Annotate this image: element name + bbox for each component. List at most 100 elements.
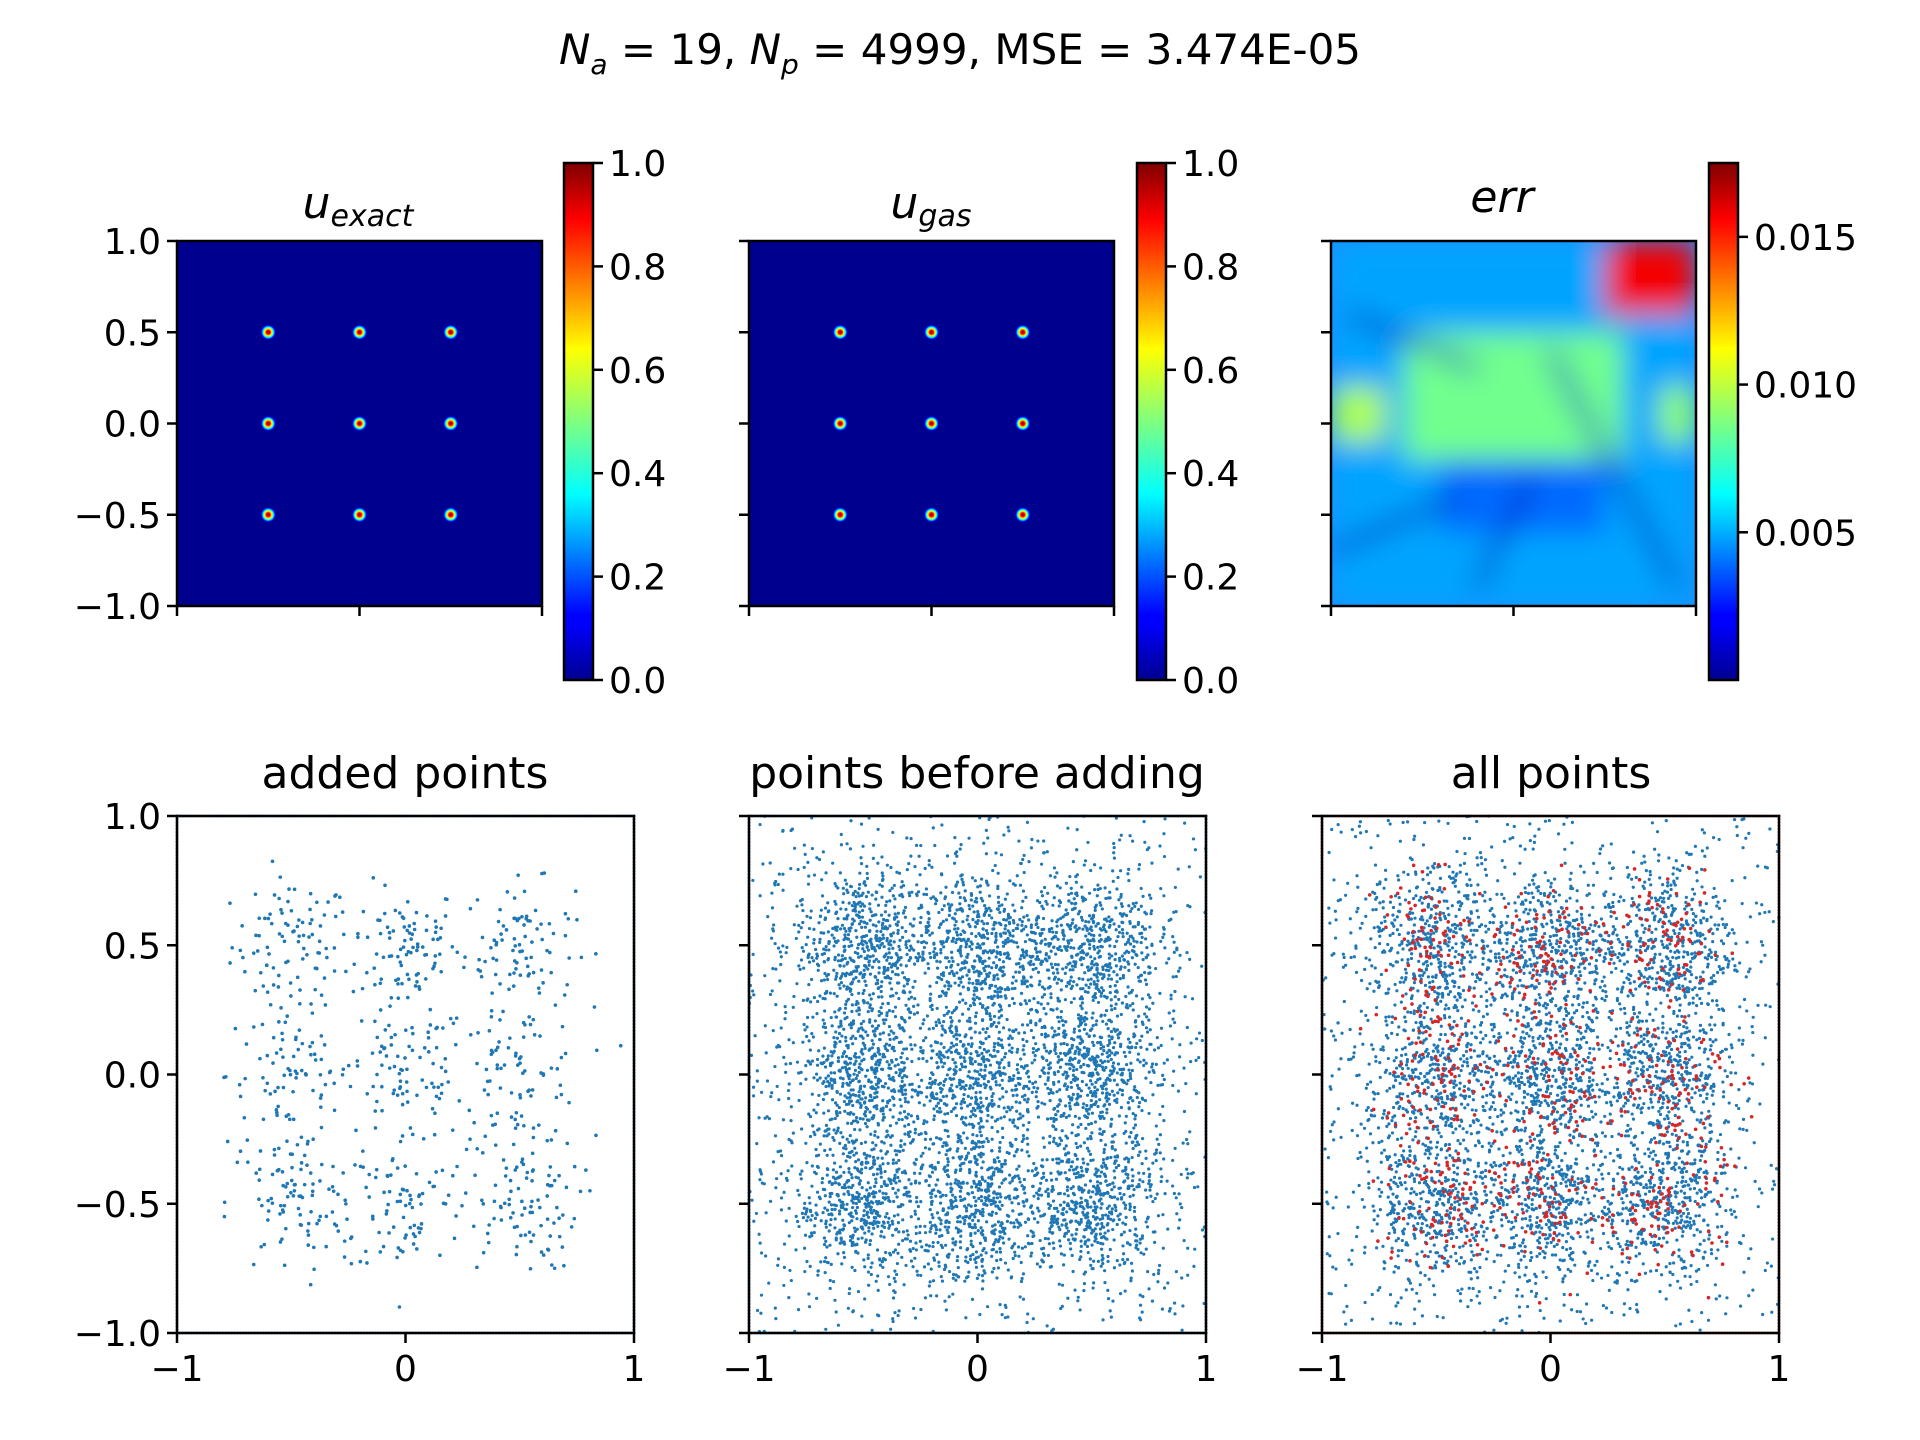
scatter-point	[828, 1286, 832, 1291]
scatter-point	[940, 1033, 944, 1037]
scatter-point	[1072, 1027, 1077, 1031]
scatter-point	[760, 1090, 764, 1094]
scatter-point	[1146, 953, 1150, 957]
scatter-point	[990, 1094, 994, 1099]
scatter-point	[990, 1098, 994, 1103]
scatter-point	[847, 944, 851, 948]
scatter-point	[908, 893, 912, 898]
scatter-point	[1046, 1187, 1050, 1191]
scatter-point	[372, 966, 377, 970]
scatter-point	[225, 1139, 230, 1144]
scatter-point	[291, 1089, 295, 1094]
scatter-point	[850, 903, 854, 908]
scatter-point	[832, 992, 836, 996]
scatter-point	[808, 1264, 812, 1268]
scatter-point	[884, 918, 888, 923]
scatter-point	[900, 1076, 904, 1080]
scatter-point	[899, 885, 903, 889]
scatter-point	[265, 963, 269, 967]
scatter-point	[758, 1241, 762, 1245]
scatter-point	[1014, 1100, 1018, 1104]
scatter-point	[509, 1115, 514, 1119]
scatter-point	[959, 1039, 963, 1044]
scatter-point	[246, 1160, 250, 1164]
scatter-point	[1025, 933, 1029, 937]
scatter-point	[814, 1111, 818, 1115]
scatter-point	[885, 936, 889, 941]
scatter-point	[955, 1037, 959, 1041]
scatter-point	[1104, 896, 1108, 901]
scatter-point	[926, 920, 930, 925]
scatter-point	[396, 996, 401, 1000]
scatter-point	[972, 965, 976, 969]
scatter-point	[978, 890, 982, 894]
scatter-point	[493, 1122, 498, 1127]
scatter-point	[875, 1060, 879, 1064]
scatter-point	[817, 1127, 821, 1131]
scatter-point	[1062, 1041, 1066, 1046]
scatter-point	[396, 977, 401, 981]
scatter-point	[302, 1153, 307, 1158]
scatter-point	[802, 843, 806, 847]
scatter-point	[230, 946, 234, 950]
scatter-point	[838, 986, 842, 990]
scatter-point	[974, 896, 978, 900]
scatter-point	[963, 1065, 968, 1069]
scatter-point	[222, 1200, 227, 1205]
scatter-point	[812, 1108, 816, 1112]
scatter-point	[1106, 1259, 1110, 1264]
scatter-point	[866, 1256, 870, 1261]
scatter-point	[287, 1117, 292, 1122]
scatter-point	[1149, 911, 1153, 916]
scatter-point	[1059, 923, 1063, 927]
scatter-point	[1025, 1023, 1030, 1027]
scatter-point	[987, 1194, 991, 1198]
scatter-point	[555, 1205, 559, 1210]
scatter-point	[281, 1210, 286, 1214]
scatter-point	[512, 971, 516, 975]
scatter-point	[929, 955, 933, 960]
scatter-point	[830, 1061, 834, 1065]
y-tick-label: 0.5	[104, 313, 161, 354]
scatter-point	[1117, 930, 1122, 935]
scatter-point	[897, 1309, 901, 1313]
scatter-point	[409, 937, 413, 941]
scatter-point	[618, 1043, 623, 1048]
scatter-point	[806, 1059, 810, 1063]
scatter-point	[319, 1162, 324, 1167]
scatter-point	[958, 977, 962, 981]
scatter-point	[1115, 980, 1119, 984]
scatter-point	[888, 981, 892, 985]
scatter-point	[833, 1080, 837, 1085]
scatter-point	[417, 1230, 422, 1235]
scatter-point	[865, 876, 870, 880]
scatter-point	[858, 900, 862, 904]
scatter-point	[850, 943, 854, 948]
scatter-point	[1068, 927, 1072, 931]
scatter-point	[1001, 1095, 1005, 1099]
scatter-point	[892, 940, 896, 944]
scatter-point	[852, 1112, 856, 1116]
scatter-point	[782, 1283, 786, 1288]
scatter-point	[522, 1206, 527, 1211]
scatter-point	[1064, 881, 1068, 885]
scatter-point	[1003, 941, 1007, 946]
scatter-point	[933, 946, 937, 951]
scatter-point	[896, 920, 900, 924]
peak-marker	[923, 415, 940, 432]
scatter-point	[972, 993, 976, 997]
scatter-point	[1002, 907, 1007, 912]
scatter-point	[902, 984, 906, 988]
scatter-point	[1140, 1236, 1144, 1240]
scatter-point	[856, 1001, 860, 1005]
scatter-point	[1007, 1003, 1011, 1008]
scatter-point	[912, 1004, 916, 1008]
scatter-point	[391, 929, 396, 933]
scatter-point	[313, 987, 318, 992]
scatter-point	[787, 1096, 791, 1101]
scatter-point	[310, 918, 314, 922]
scatter-point	[835, 1036, 839, 1040]
scatter-point	[842, 964, 846, 968]
scatter-point	[881, 1055, 885, 1059]
scatter-point	[897, 996, 901, 1001]
